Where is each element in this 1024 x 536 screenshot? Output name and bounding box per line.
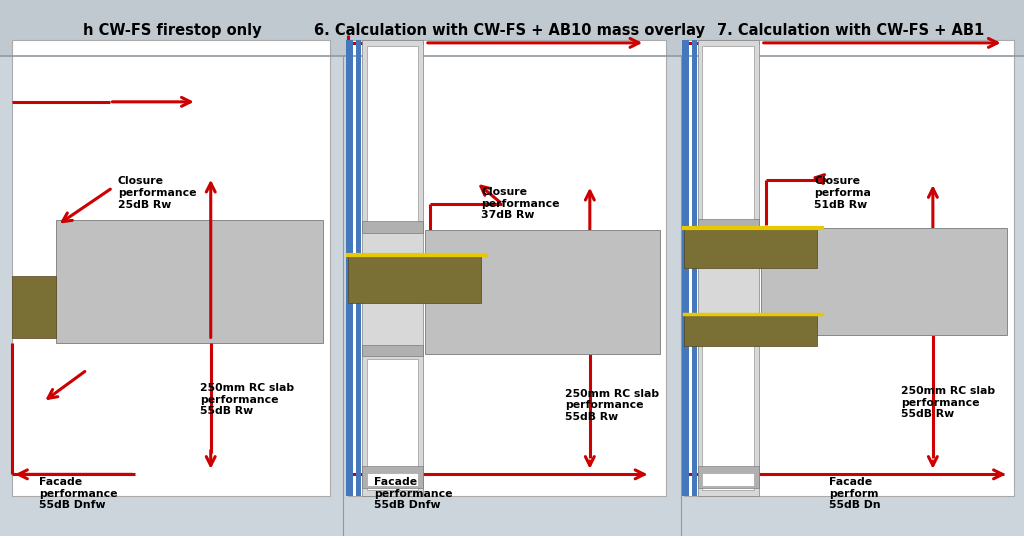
Bar bbox=[702, 340, 754, 490]
Bar bbox=[698, 466, 759, 488]
Bar bbox=[348, 255, 481, 303]
Bar bbox=[367, 46, 418, 225]
Bar bbox=[0, 0, 1024, 56]
Bar bbox=[362, 221, 423, 233]
Text: 6. Calculation with CW-FS + AB10 mass overlay: 6. Calculation with CW-FS + AB10 mass ov… bbox=[314, 23, 706, 38]
Text: Closure
performa
51dB Rw: Closure performa 51dB Rw bbox=[814, 176, 871, 210]
Bar bbox=[356, 40, 361, 496]
Bar bbox=[348, 40, 666, 496]
Text: 7. Calculation with CW-FS + AB1: 7. Calculation with CW-FS + AB1 bbox=[718, 23, 984, 38]
Bar bbox=[684, 314, 817, 346]
Bar bbox=[702, 473, 754, 486]
Bar bbox=[698, 326, 759, 338]
Bar bbox=[56, 220, 323, 343]
Text: Facade
perform
55dB Dn: Facade perform 55dB Dn bbox=[829, 477, 881, 510]
Bar bbox=[425, 230, 660, 354]
Text: 250mm RC slab
performance
55dB Rw: 250mm RC slab performance 55dB Rw bbox=[901, 386, 995, 419]
Text: Facade
performance
55dB Dnfw: Facade performance 55dB Dnfw bbox=[39, 477, 118, 510]
Bar bbox=[12, 276, 56, 338]
Text: Closure
performance
25dB Rw: Closure performance 25dB Rw bbox=[118, 176, 197, 210]
Bar bbox=[367, 473, 418, 486]
Bar bbox=[692, 40, 697, 496]
Bar bbox=[362, 345, 423, 356]
Bar bbox=[367, 359, 418, 490]
Text: h CW-FS firestop only: h CW-FS firestop only bbox=[83, 23, 261, 38]
Bar bbox=[682, 40, 689, 496]
Bar bbox=[684, 228, 817, 268]
Bar bbox=[12, 40, 330, 496]
Bar bbox=[362, 466, 423, 488]
Bar bbox=[362, 40, 423, 496]
Bar bbox=[698, 219, 759, 230]
Bar bbox=[684, 40, 1014, 496]
Text: 250mm RC slab
performance
55dB Rw: 250mm RC slab performance 55dB Rw bbox=[200, 383, 294, 416]
Text: 250mm RC slab
performance
55dB Rw: 250mm RC slab performance 55dB Rw bbox=[565, 389, 659, 422]
Text: Closure
performance
37dB Rw: Closure performance 37dB Rw bbox=[481, 187, 560, 220]
Text: Facade
performance
55dB Dnfw: Facade performance 55dB Dnfw bbox=[374, 477, 453, 510]
Bar bbox=[761, 228, 1007, 335]
Bar bbox=[702, 46, 754, 222]
Bar bbox=[698, 40, 759, 496]
Bar bbox=[346, 40, 353, 496]
